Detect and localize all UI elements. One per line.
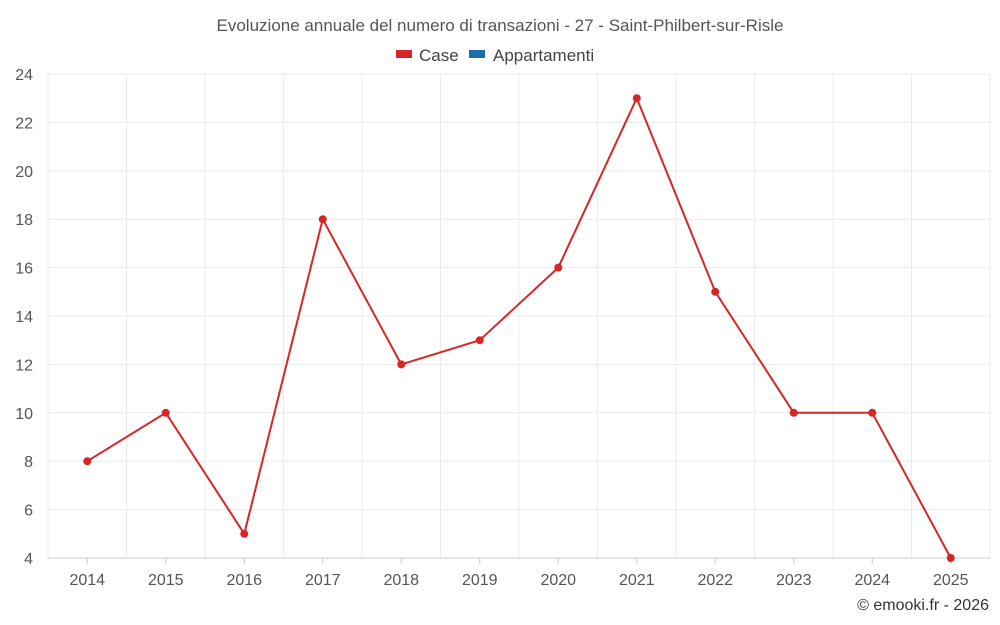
data-point[interactable] — [161, 408, 170, 417]
y-tick-label: 24 — [15, 67, 33, 84]
data-point[interactable] — [632, 94, 641, 103]
y-tick-label: 8 — [24, 454, 33, 471]
x-tick-label: 2025 — [933, 572, 969, 589]
x-tick-label: 2016 — [226, 572, 262, 589]
gridlines — [47, 73, 991, 559]
x-tick-label: 2014 — [69, 572, 105, 589]
data-point[interactable] — [946, 554, 955, 562]
x-tick-label: 2021 — [619, 572, 655, 589]
y-tick-label: 12 — [15, 357, 33, 374]
x-tick-label: 2022 — [697, 572, 733, 589]
chart-title: Evoluzione annuale del numero di transaz… — [217, 16, 784, 35]
y-tick-label: 18 — [15, 212, 33, 229]
legend-item-case[interactable]: Case — [396, 46, 459, 65]
data-point[interactable] — [554, 263, 563, 272]
x-tick-label: 2024 — [854, 572, 890, 589]
y-axis: 4 6 8 10 12 14 16 18 20 22 24 — [15, 67, 33, 568]
data-point[interactable] — [789, 408, 798, 417]
legend-item-appartamenti[interactable]: Appartamenti — [469, 46, 594, 65]
data-point[interactable] — [240, 529, 249, 538]
y-tick-label: 14 — [15, 309, 33, 326]
y-tick-label: 22 — [15, 115, 33, 132]
legend-swatch-case — [396, 50, 412, 58]
series-line-case — [86, 97, 952, 559]
y-tick-label: 16 — [15, 261, 33, 278]
credit-text: © emooki.fr - 2026 — [857, 597, 989, 614]
y-tick-label: 10 — [15, 406, 33, 423]
data-point[interactable] — [318, 215, 327, 224]
legend-swatch-appartamenti — [469, 50, 485, 58]
y-tick-label: 20 — [15, 164, 33, 181]
x-tick-label: 2023 — [776, 572, 812, 589]
x-tick-label: 2019 — [462, 572, 498, 589]
data-point[interactable] — [397, 360, 406, 369]
series-case — [83, 94, 955, 562]
x-tick-label: 2017 — [305, 572, 341, 589]
y-tick-label: 6 — [24, 503, 33, 520]
x-tick-label: 2018 — [383, 572, 419, 589]
legend-label-appartamenti: Appartamenti — [493, 46, 594, 65]
data-point[interactable] — [868, 408, 877, 417]
x-tick-label: 2020 — [540, 572, 576, 589]
legend: Case Appartamenti — [396, 46, 594, 65]
data-point[interactable] — [475, 336, 484, 345]
x-axis: 2014 2015 2016 2017 2018 2019 2020 2021 2022 2023… — [48, 557, 990, 589]
data-point[interactable] — [711, 287, 720, 296]
x-tick-label: 2015 — [148, 572, 184, 589]
data-point[interactable] — [83, 457, 92, 466]
legend-label-case: Case — [419, 46, 459, 65]
y-tick-label: 4 — [24, 551, 33, 568]
